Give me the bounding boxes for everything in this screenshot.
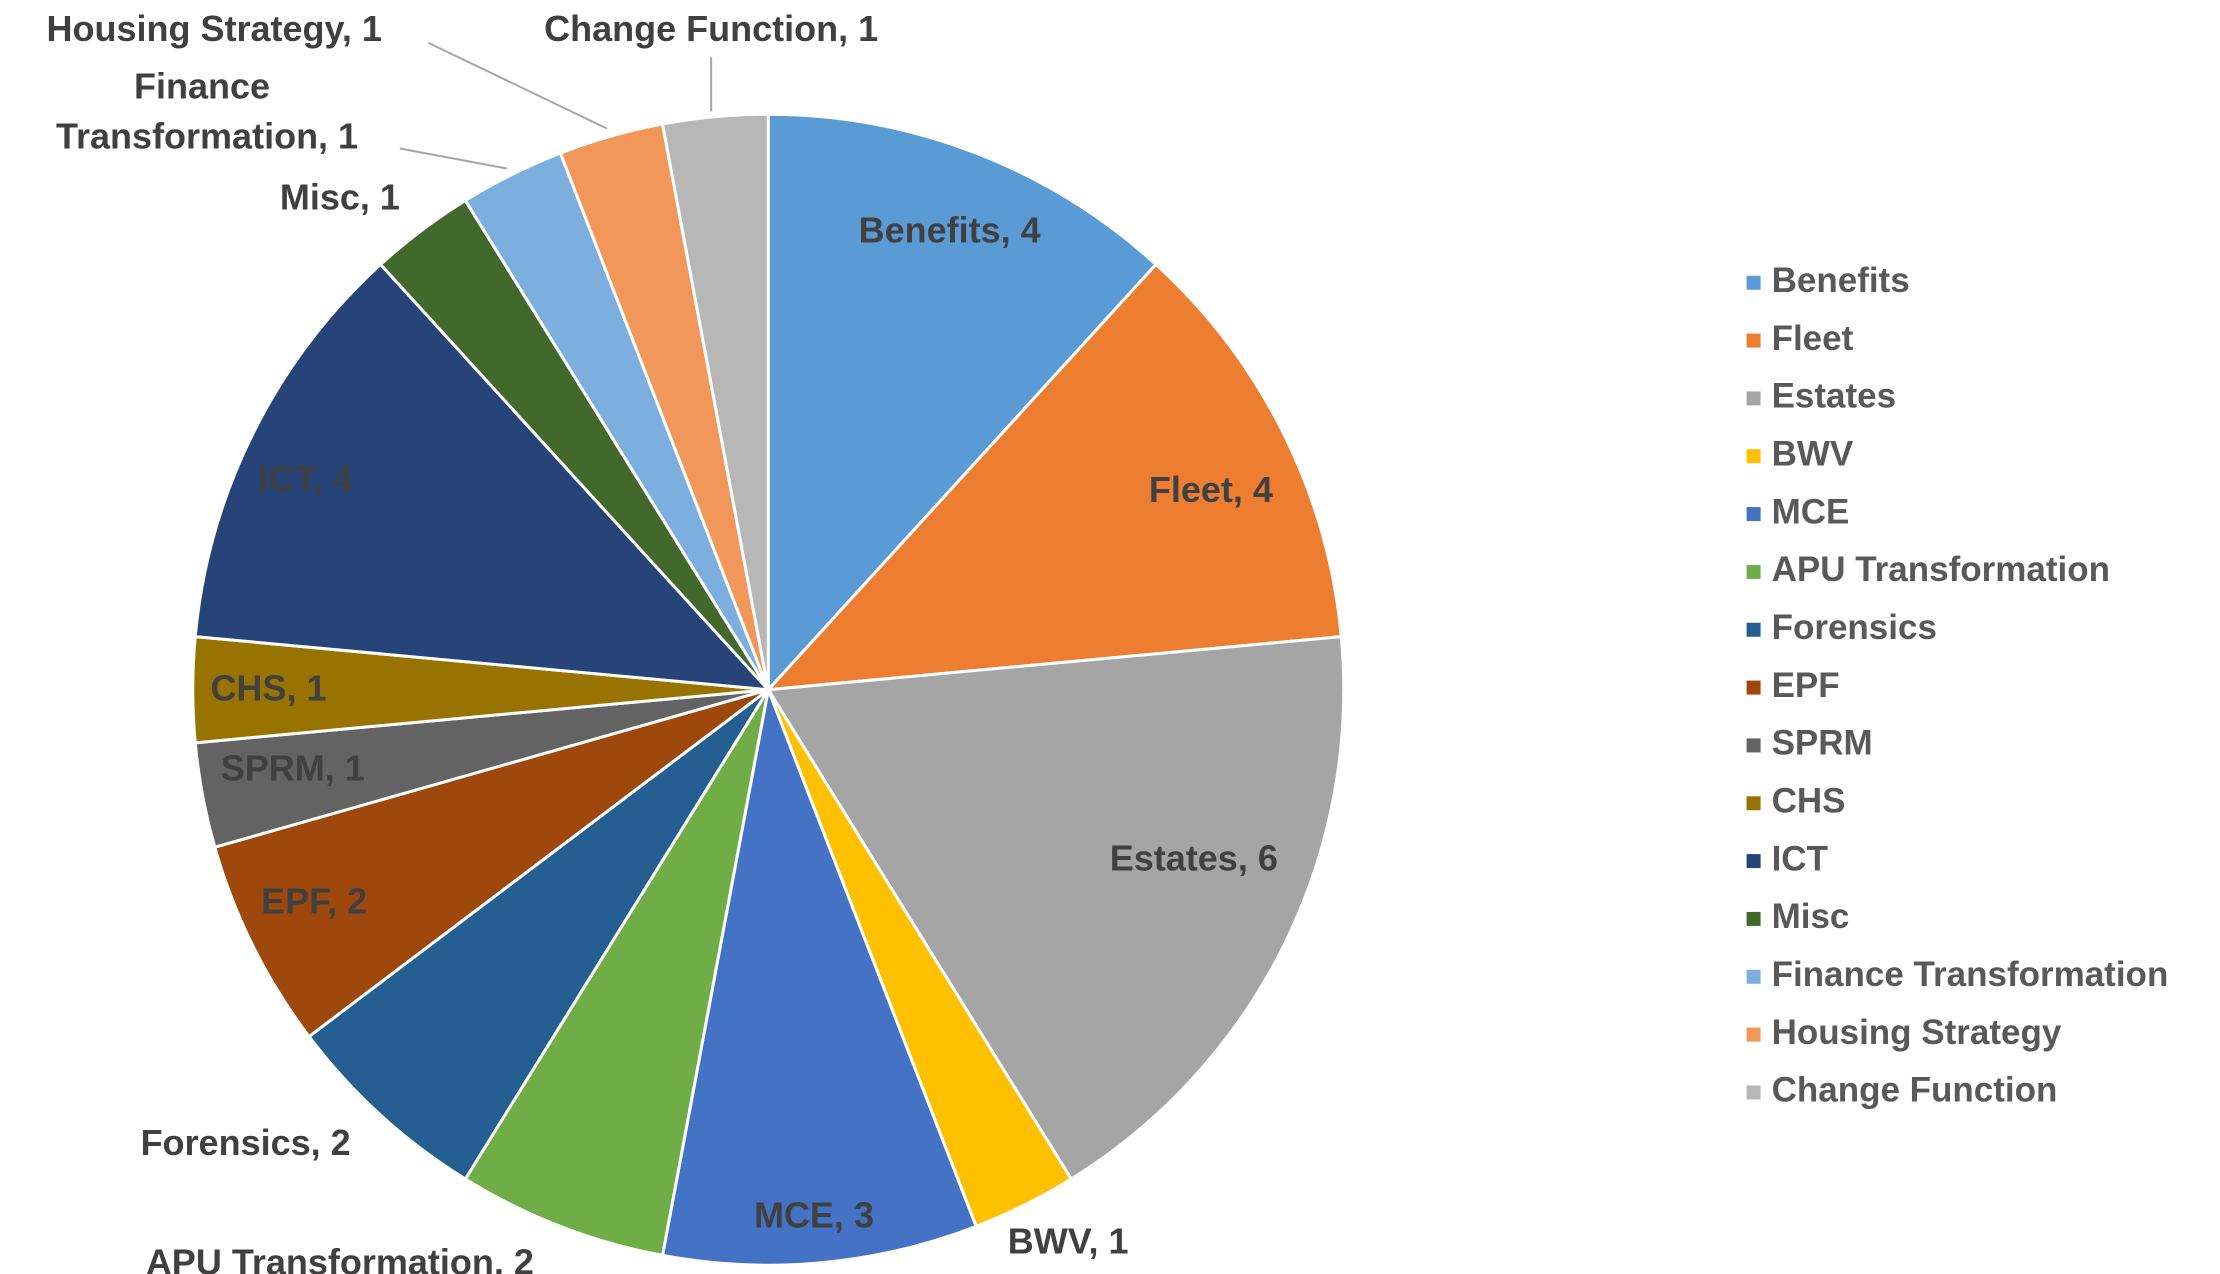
legend-swatch [1746, 391, 1761, 406]
data-label: Fleet, 4 [1149, 469, 1273, 510]
legend-swatch [1746, 333, 1761, 348]
legend-swatch [1746, 275, 1761, 290]
legend-label: EPF [1772, 666, 1840, 705]
legend-swatch [1746, 969, 1761, 984]
pie-slice [212, 688, 770, 1039]
pie-slice [193, 262, 772, 692]
label-line: Transformation, 1 [56, 115, 358, 156]
pie-slice [660, 112, 770, 690]
data-label: Forensics, 2 [141, 1122, 351, 1163]
data-label: BWV, 1 [1008, 1220, 1129, 1261]
label-line: Finance [134, 65, 280, 106]
pie-slice [660, 684, 979, 1267]
data-label: Finance Transformation, 1 [56, 65, 358, 156]
pie-slice [463, 688, 770, 1258]
data-label: Housing Strategy, 1 [47, 8, 382, 49]
legend-label: Forensics [1772, 608, 1937, 647]
legend-label: Benefits [1772, 261, 1910, 300]
data-label: APU Transformation, 2 [146, 1242, 534, 1274]
legend-swatch [1746, 1085, 1761, 1100]
legend-swatch [1746, 449, 1761, 464]
legend-label: CHS [1772, 782, 1846, 821]
legend-label: MCE [1772, 492, 1850, 531]
pie-slice [765, 634, 1346, 1182]
legend-label: Fleet [1772, 319, 1854, 358]
legend-swatch [1746, 796, 1761, 811]
data-label: SPRM, 1 [221, 748, 365, 789]
legend-label: APU Transformation [1772, 550, 2110, 589]
data-label: Change Function, 1 [544, 8, 878, 49]
legend-swatch [1746, 1027, 1761, 1042]
legend-label: Change Function [1772, 1071, 2058, 1110]
legend-label: Housing Strategy [1772, 1013, 2062, 1052]
legend-label: Finance Transformation [1772, 955, 2169, 994]
legend-swatch [1746, 564, 1761, 579]
legend-label: Estates [1772, 377, 1897, 416]
data-label: Benefits, 4 [859, 209, 1041, 250]
pie-slice [766, 112, 1159, 694]
pie-slice [306, 688, 770, 1182]
legend-label: Misc [1772, 897, 1850, 936]
legend-swatch [1746, 854, 1761, 869]
data-label: Misc, 1 [280, 176, 400, 217]
leader-line [427, 41, 608, 130]
legend-swatch [1746, 622, 1761, 637]
legend-swatch [1746, 680, 1761, 695]
data-label: ICT, 4 [259, 458, 353, 499]
pie-slice [764, 262, 1343, 692]
data-label: MCE, 3 [754, 1195, 874, 1236]
data-label: Estates, 6 [1110, 838, 1278, 879]
leader-line [399, 147, 508, 170]
legend-label: ICT [1772, 839, 1828, 878]
data-label: CHS, 1 [210, 668, 326, 709]
legend-swatch [1746, 738, 1761, 753]
data-label: EPF, 2 [261, 880, 367, 921]
legend-swatch [1746, 911, 1761, 926]
legend-swatch [1746, 507, 1761, 522]
legend-label: BWV [1772, 434, 1854, 473]
legend-label: SPRM [1772, 724, 1873, 763]
